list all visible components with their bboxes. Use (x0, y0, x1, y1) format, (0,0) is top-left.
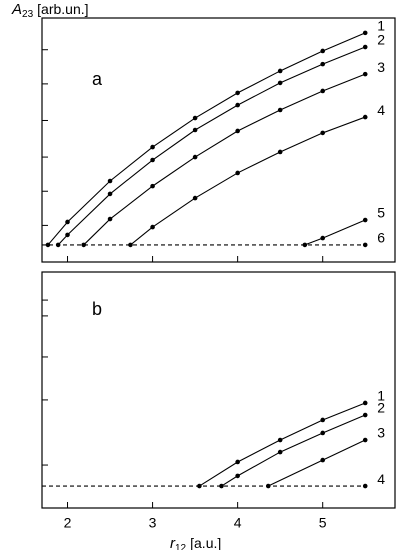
panel-label: b (92, 299, 102, 319)
data-point (320, 61, 325, 67)
series-label: 3 (377, 59, 385, 75)
y-label-symbol: A (11, 1, 22, 18)
series-line (83, 73, 366, 246)
data-point (150, 224, 155, 230)
data-point (320, 88, 325, 94)
plot-frame (41, 271, 396, 509)
data-point (235, 102, 240, 108)
data-point (277, 107, 283, 113)
series-label: 6 (377, 230, 385, 246)
data-point (362, 217, 368, 223)
series-line (304, 219, 366, 246)
data-point (219, 483, 224, 489)
series-label: 1 (377, 388, 385, 404)
data-point (192, 154, 198, 160)
series-label: 4 (377, 471, 385, 487)
x-label-symbol: r (170, 535, 176, 550)
data-point (320, 48, 325, 54)
plot-frame (41, 17, 396, 263)
series-label: 2 (377, 32, 385, 48)
series-label: 1 (377, 18, 385, 34)
panel-label: a (92, 69, 103, 89)
y-axis-label: A23 [arb.un.] (11, 1, 89, 20)
data-point (362, 242, 368, 248)
data-point (150, 157, 155, 163)
data-point (362, 400, 368, 406)
data-point (320, 457, 325, 463)
series-label: 2 (377, 400, 385, 416)
data-point (45, 242, 51, 248)
series-line (47, 32, 366, 246)
data-point (320, 130, 325, 136)
x-tick-label: 3 (149, 515, 157, 531)
data-point (192, 127, 198, 133)
data-point (235, 473, 240, 479)
x-label-subscript: 12 (175, 543, 187, 550)
x-tick-label: 2 (64, 515, 72, 531)
series-label: 4 (377, 102, 385, 118)
x-tick-label: 4 (234, 515, 242, 531)
data-point (150, 144, 155, 150)
data-point (65, 219, 70, 225)
data-point (320, 430, 325, 436)
data-point (362, 30, 368, 36)
data-point (277, 68, 283, 74)
data-point (192, 115, 198, 121)
series-label: 5 (377, 205, 385, 221)
data-point (277, 80, 283, 86)
data-point (362, 437, 368, 443)
data-point (277, 449, 283, 455)
y-label-subscript: 23 (22, 9, 34, 20)
data-point (107, 178, 113, 184)
x-label-unit: [a.u.] (190, 535, 221, 550)
data-point (128, 242, 133, 248)
series-line (199, 402, 366, 487)
data-point (277, 437, 283, 443)
data-point (362, 412, 368, 418)
data-point (362, 483, 368, 489)
series-line (57, 46, 366, 246)
data-point (362, 71, 368, 77)
data-point (362, 114, 368, 120)
data-point (81, 242, 86, 248)
data-point (192, 195, 198, 201)
data-point (320, 417, 325, 423)
series-line (130, 116, 366, 246)
x-tick-label: 5 (319, 515, 327, 531)
series-label: 3 (377, 425, 385, 441)
data-point (107, 191, 113, 197)
data-point (235, 170, 240, 176)
data-point (277, 149, 283, 155)
data-point (362, 44, 368, 50)
data-point (65, 232, 70, 238)
data-point (320, 235, 325, 241)
series-line (268, 439, 366, 487)
y-label-unit: [arb.un.] (37, 1, 88, 17)
data-point (107, 216, 113, 222)
data-point (150, 183, 155, 189)
data-point (235, 128, 240, 134)
data-point (235, 90, 240, 96)
x-axis-label: r12 [a.u.] (170, 535, 221, 550)
data-point (235, 459, 240, 465)
